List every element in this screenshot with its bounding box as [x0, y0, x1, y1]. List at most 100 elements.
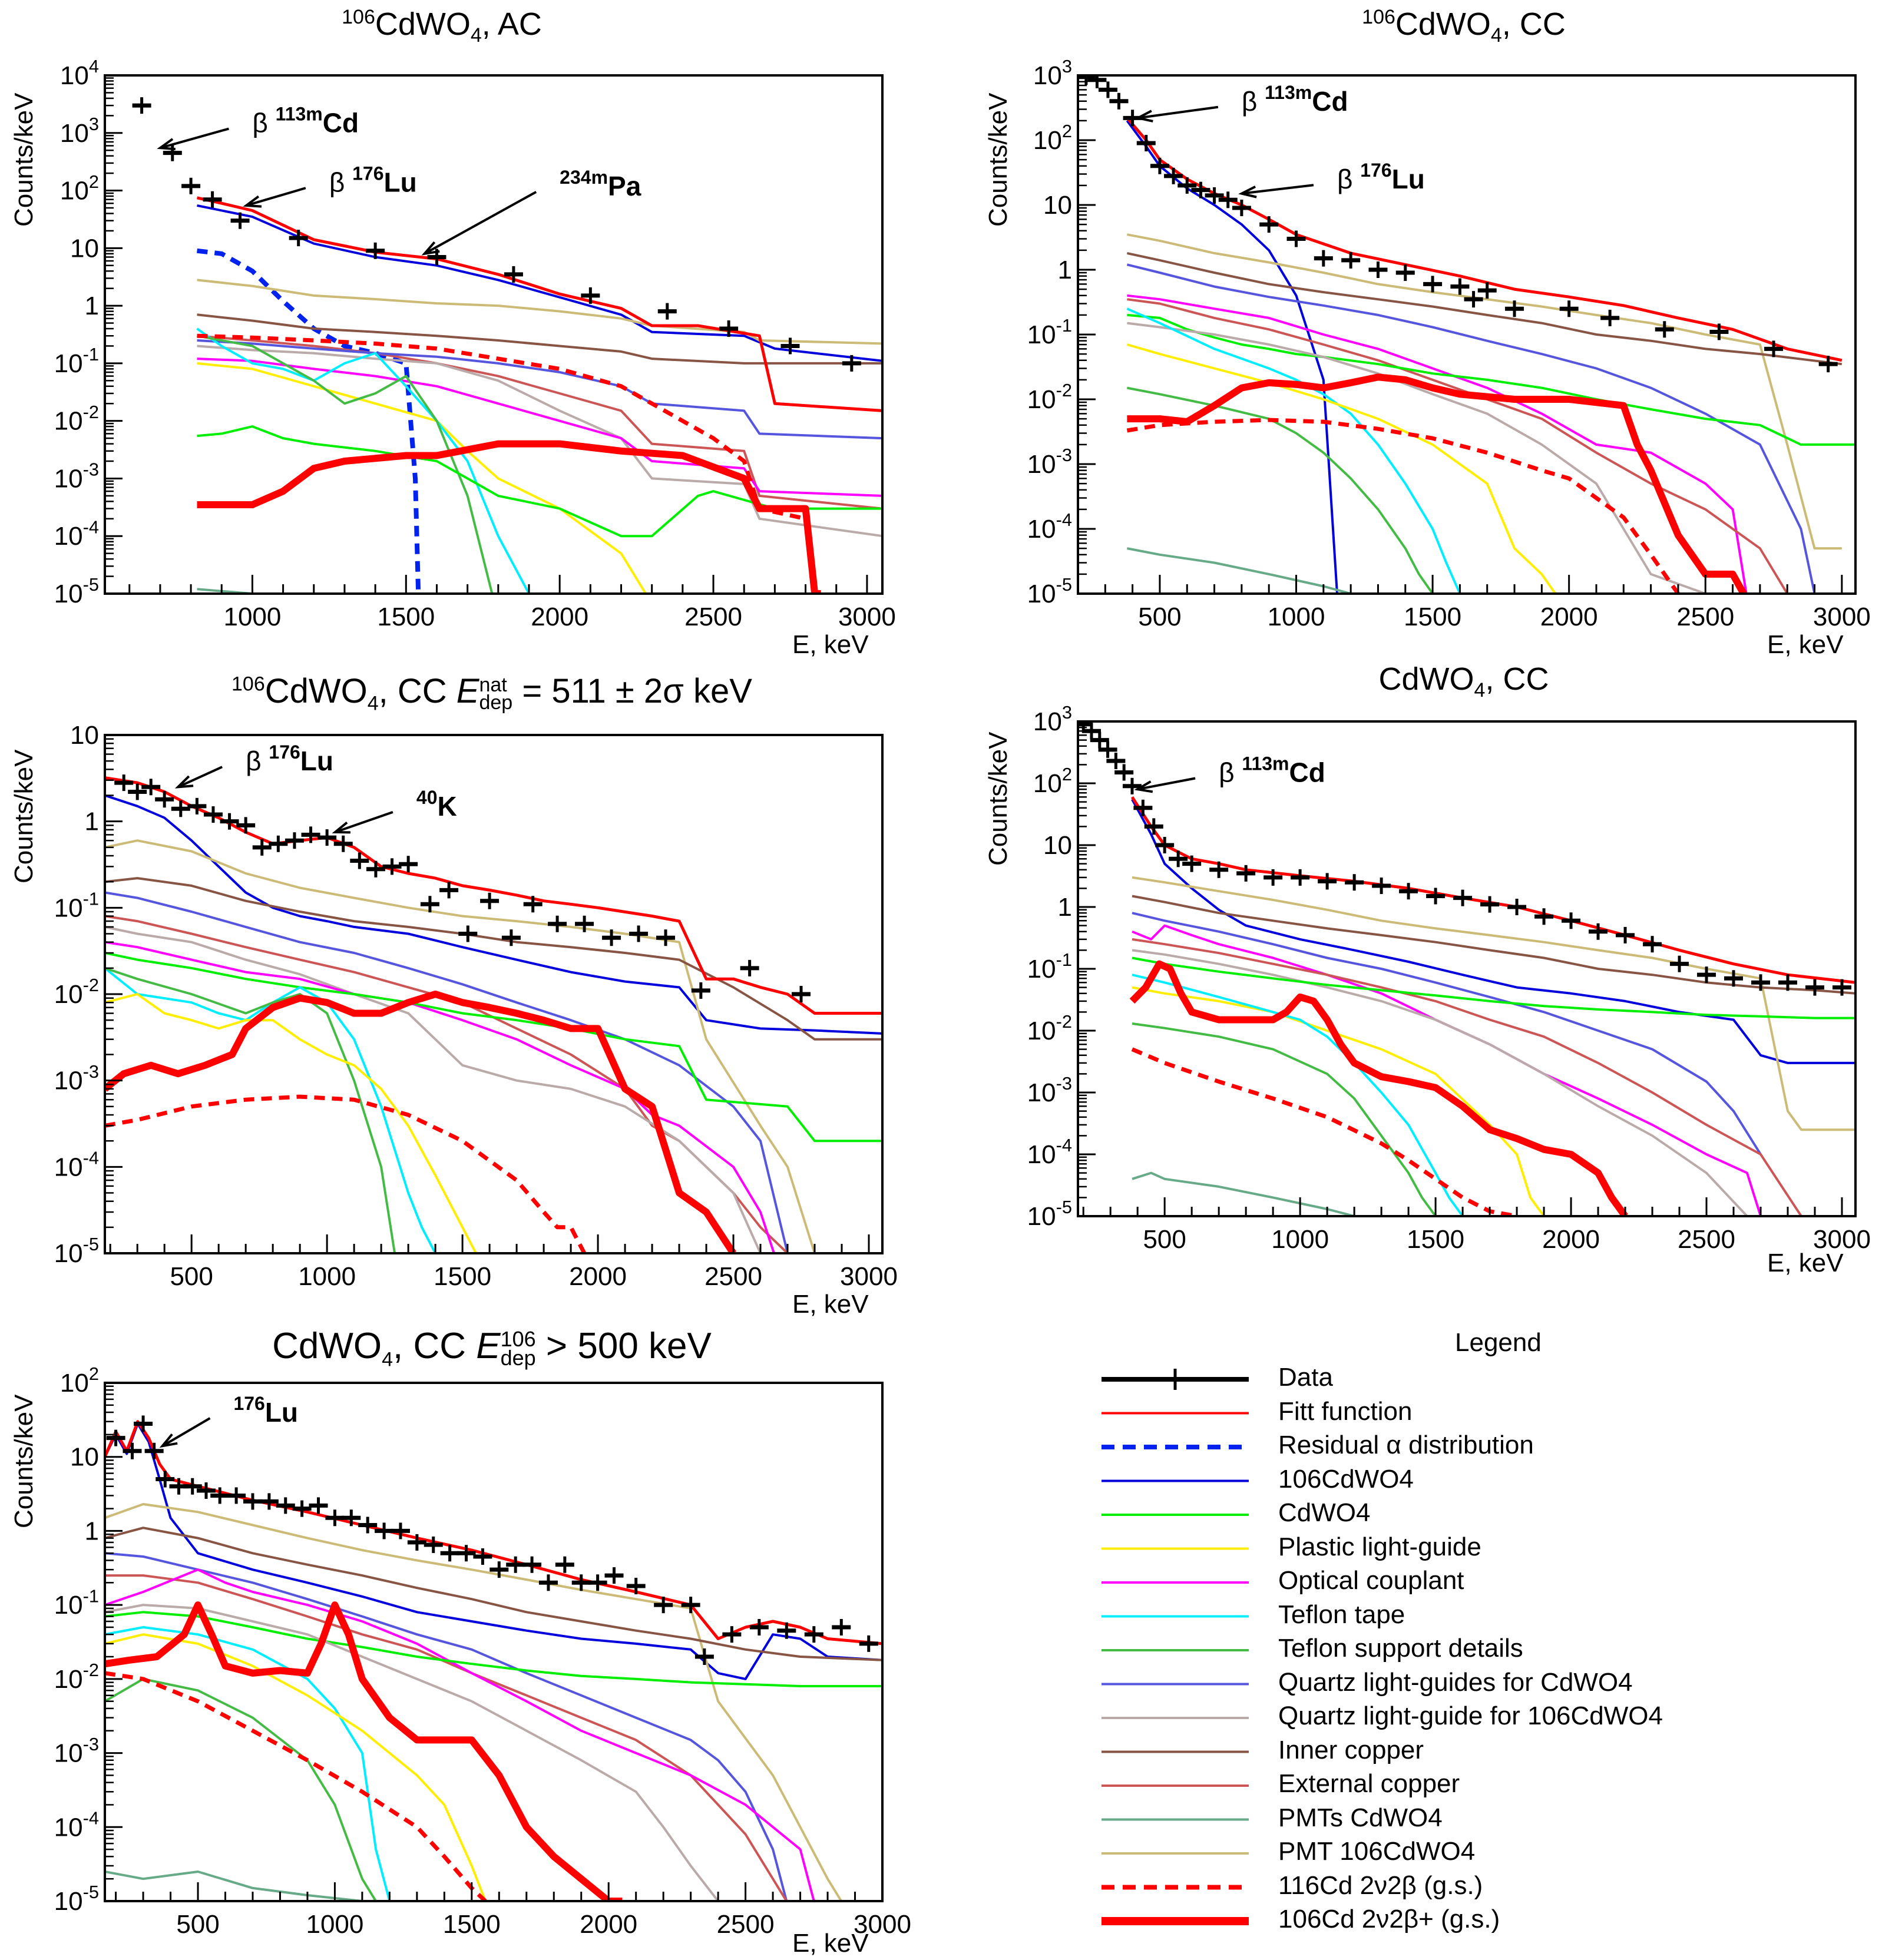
p3-ytick-label: 10-1 — [54, 889, 99, 923]
p3-data-point — [523, 896, 543, 913]
p5-xtick-label: 2000 — [580, 1910, 637, 1939]
p5-annotation: 176Lu — [159, 1393, 298, 1448]
p3-xtick-label: 2000 — [569, 1262, 627, 1291]
p3-data-point — [114, 774, 134, 792]
legend-label-teflon_sup: Teflon support details — [1278, 1634, 1523, 1663]
p5-xtick-label: 1000 — [306, 1910, 363, 1939]
p5-data-point — [832, 1618, 851, 1635]
p4-ytick-label: 103 — [1033, 702, 1072, 736]
p5-data-point — [694, 1648, 714, 1666]
p3-series-cdwo106 — [105, 794, 882, 1035]
p2-data-point — [1477, 282, 1497, 299]
p5-xtick-label: 3000 — [854, 1910, 911, 1939]
p2-ytick-label: 10-5 — [1027, 574, 1072, 608]
p5-frame — [104, 1382, 884, 1902]
p3-data-point — [252, 839, 272, 856]
p2-data-point — [1098, 81, 1117, 98]
p5-data-point — [407, 1534, 426, 1551]
p5-data-point — [243, 1493, 262, 1510]
p5-series-cdwo106 — [105, 1422, 882, 1680]
p2-series-fit — [1126, 117, 1843, 362]
p1-series-cdwo106 — [197, 204, 882, 362]
p4-data-point — [1098, 741, 1117, 758]
p1-series-alpha — [197, 248, 421, 594]
p4-data-point — [1122, 777, 1142, 794]
p5-data-point — [859, 1635, 878, 1652]
p4-xtick-label: 2500 — [1678, 1225, 1735, 1254]
p3-data-point — [350, 852, 369, 869]
p5-data-points — [106, 1415, 878, 1666]
legend-label-alpha: Residual α distribution — [1278, 1431, 1534, 1459]
p2-data-point — [1450, 278, 1470, 295]
legend-label-optical: Optical couplant — [1278, 1566, 1464, 1595]
p2-xtick-label: 1000 — [1268, 602, 1325, 631]
legend-label-cdwo106: 106CdWO4 — [1278, 1464, 1414, 1494]
p4-data-point — [1372, 878, 1391, 895]
p5-ytick-label: 10-2 — [54, 1660, 99, 1694]
p5-series-pmts_cdwo — [105, 1870, 363, 1901]
p5-series-quartz_cdwo — [105, 1552, 788, 1901]
p2-data-point — [1218, 191, 1238, 208]
p1-data-point — [366, 242, 385, 259]
p5-data-point — [555, 1556, 574, 1573]
p1-annotation: 234mPa — [421, 167, 641, 256]
p4-xtick-label: 2000 — [1542, 1225, 1600, 1254]
legend-label-quartz_cdwo: Quartz light-guides for CdWO4 — [1278, 1667, 1633, 1697]
p4-data-point — [1263, 869, 1283, 886]
p5-series-cdwo — [105, 1611, 882, 1687]
p3-data-point — [458, 925, 478, 942]
p5-data-point — [626, 1578, 646, 1595]
p5-ytick-label: 1 — [85, 1517, 99, 1545]
p1-series-pmt_106 — [197, 279, 882, 345]
p1-data-point — [289, 230, 308, 247]
p5-data-point — [342, 1509, 361, 1527]
p5-data-point — [144, 1442, 164, 1459]
p3-data-point — [548, 915, 567, 932]
p1-data-point — [163, 144, 182, 161]
p5-data-point — [134, 1415, 153, 1432]
legend-title: Legend — [1455, 1328, 1542, 1357]
p5-data-point — [259, 1493, 279, 1510]
p2-series-cd116 — [1126, 418, 1680, 594]
p1-data-point — [132, 97, 151, 114]
p5-series-ext_cu — [105, 1574, 788, 1901]
p5-xtick-label: 2500 — [717, 1910, 775, 1939]
p4-panel: 500 1000 1500 2000 2500 3000 10-5 10-4 10-3 10-2 1… — [1027, 702, 1871, 1254]
p1-series-teflon_sup — [197, 335, 494, 594]
p4-xtick-label: 1000 — [1271, 1225, 1329, 1254]
p5-xtick-label: 1500 — [443, 1910, 501, 1939]
p4-annotation: β 113mCd — [1134, 753, 1325, 793]
p5-data-point — [571, 1574, 591, 1591]
p2-xtick-label: 500 — [1138, 602, 1181, 631]
p2-data-point — [1764, 340, 1784, 357]
p4-series-teflon_sup — [1132, 1022, 1437, 1216]
legend-label-fit: Fitt function — [1278, 1396, 1413, 1426]
p3-xtick-label: 2500 — [704, 1262, 762, 1291]
p3-series-cd106 — [105, 991, 737, 1253]
p5-data-point — [588, 1574, 607, 1591]
p4-data-point — [1724, 970, 1744, 987]
p3-data-point — [501, 929, 521, 946]
p5-data-point — [522, 1556, 542, 1573]
p2-data-point — [1205, 187, 1224, 204]
p4-ytick-label: 1 — [1058, 893, 1072, 922]
p2-panel: 500 1000 1500 2000 2500 3000 10-5 10-4 10-3 10-2 1… — [1027, 56, 1871, 631]
p1-ytick-label: 10-4 — [54, 517, 99, 551]
p4-ytick-label: 10 — [1043, 831, 1072, 860]
p2-ytick-label: 10-1 — [1027, 315, 1072, 349]
p1-xtick-label: 2500 — [684, 602, 742, 631]
p2-xtick-label: 3000 — [1813, 602, 1871, 631]
p1-data-points — [132, 97, 861, 372]
p1-annotation: β 176Lu — [243, 163, 417, 208]
p3-series-cdwo — [105, 952, 882, 1143]
p2-ytick-label: 10-3 — [1027, 445, 1072, 479]
legend-label-cd116: 116Cd 2ν2β (g.s.) — [1278, 1870, 1483, 1900]
p5-data-point — [123, 1442, 142, 1459]
panel4-title: CdWO4, CC — [1378, 661, 1549, 701]
p4-ytick-label: 10-5 — [1027, 1197, 1072, 1231]
p2-ytick-label: 10 — [1043, 191, 1072, 220]
p4-data-point — [1106, 753, 1126, 770]
p4-data-point — [1291, 869, 1310, 886]
p2-data-point — [1191, 181, 1210, 198]
